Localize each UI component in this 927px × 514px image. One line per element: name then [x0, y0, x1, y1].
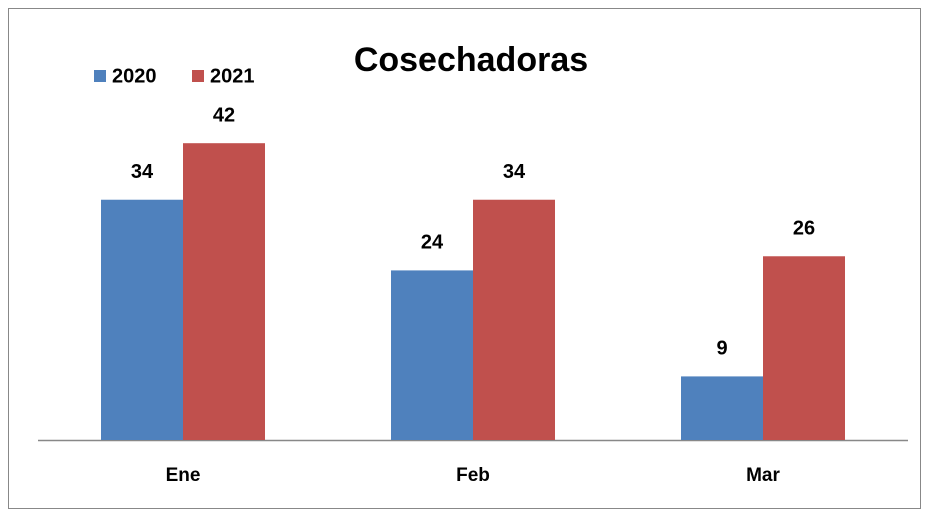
bar	[183, 143, 265, 440]
bar	[101, 199, 183, 440]
legend-label: 2020	[112, 65, 157, 87]
legend-label: 2021	[210, 65, 255, 87]
data-label: 34	[503, 161, 526, 183]
legend-swatch	[94, 70, 106, 82]
bar	[763, 256, 845, 440]
legend-swatch	[192, 70, 204, 82]
data-label: 9	[716, 338, 727, 360]
bar	[473, 199, 555, 440]
chart-title: Cosechadoras	[354, 41, 588, 79]
data-label: 42	[213, 104, 235, 126]
bar	[681, 376, 763, 440]
data-label: 24	[421, 232, 444, 254]
x-tick-label: Feb	[456, 465, 490, 486]
bar	[391, 270, 473, 440]
data-label: 34	[131, 161, 154, 183]
data-label: 26	[793, 218, 815, 240]
x-tick-label: Mar	[746, 465, 780, 486]
x-tick-label: Ene	[166, 465, 201, 486]
